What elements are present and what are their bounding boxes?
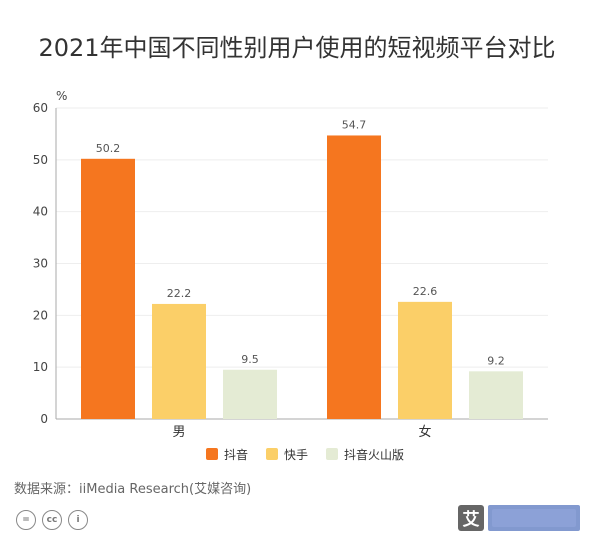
grid-lines <box>56 107 548 368</box>
bar <box>398 301 452 419</box>
svg-text:艾: 艾 <box>463 509 480 530</box>
x-tick-label: 女 <box>418 424 431 440</box>
equal-icon: = <box>16 510 36 530</box>
bar-chart: 0102030405060% 50.222.29.554.722.69.2 男女… <box>33 89 548 462</box>
y-tick-label: 60 <box>33 101 48 115</box>
y-tick-label: 10 <box>33 360 48 374</box>
bar <box>152 303 206 419</box>
cc-icon: cc <box>42 510 62 530</box>
source-note: 数据来源：iiMedia Research(艾媒咨询) <box>14 482 252 497</box>
y-tick-label: 30 <box>33 257 48 271</box>
legend-swatch <box>326 448 338 460</box>
watermark-logo: 艾 <box>458 505 580 531</box>
data-label: 50.2 <box>96 142 121 155</box>
y-tick-label: 40 <box>33 205 48 219</box>
bar <box>223 369 277 419</box>
legend-label: 快手 <box>284 448 308 462</box>
data-label: 22.6 <box>413 285 438 298</box>
legend-label: 抖音火山版 <box>344 447 404 462</box>
x-tick-label: 男 <box>172 425 185 440</box>
data-label: 9.5 <box>241 353 259 366</box>
legend: 抖音 快手 抖音火山版 <box>206 447 404 462</box>
bars <box>81 135 523 419</box>
legend-swatch <box>266 448 278 460</box>
bar <box>327 135 381 419</box>
data-label: 9.2 <box>487 354 505 367</box>
y-tick-label: 0 <box>40 412 48 426</box>
data-label: 22.2 <box>167 287 192 300</box>
y-unit-label: % <box>56 89 67 103</box>
data-label: 54.7 <box>342 118 367 131</box>
y-tick-label: 50 <box>33 153 48 167</box>
legend-label: 抖音 <box>224 447 248 462</box>
x-axis-labels: 男女 <box>172 424 431 440</box>
data-labels: 50.2 22.2 9.5 54.7 22.6 9.2 <box>96 118 505 367</box>
chart-title: 2021年中国不同性别用户使用的短视频平台对比 <box>38 34 556 62</box>
legend-swatch <box>206 448 218 460</box>
bar <box>469 371 523 419</box>
attribution-icon: i <box>68 510 88 530</box>
y-tick-label: 20 <box>33 308 48 322</box>
y-axis: 0 10 20 30 40 50 60% <box>33 89 548 426</box>
license-icons: = cc i <box>16 510 88 530</box>
bar <box>81 158 135 419</box>
